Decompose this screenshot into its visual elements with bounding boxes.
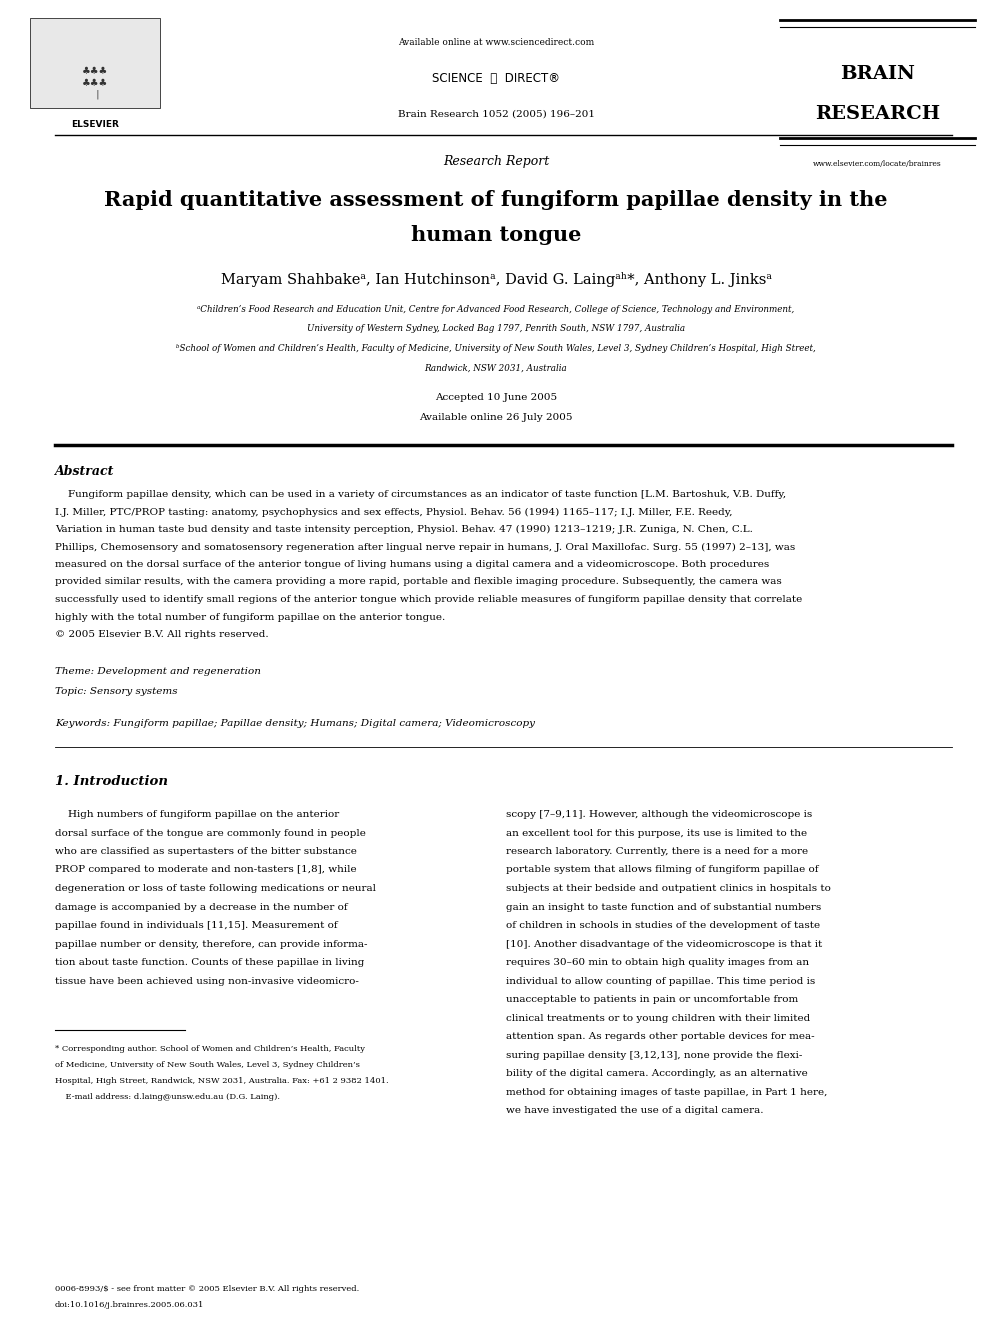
Text: of Medicine, University of New South Wales, Level 3, Sydney Children’s: of Medicine, University of New South Wal…	[55, 1061, 360, 1069]
Text: Randwick, NSW 2031, Australia: Randwick, NSW 2031, Australia	[425, 364, 567, 373]
Text: successfully used to identify small regions of the anterior tongue which provide: successfully used to identify small regi…	[55, 595, 803, 605]
Text: SCIENCE  ⓐ  DIRECT®: SCIENCE ⓐ DIRECT®	[432, 71, 560, 85]
Text: gain an insight to taste function and of substantial numbers: gain an insight to taste function and of…	[506, 902, 821, 912]
Text: an excellent tool for this purpose, its use is limited to the: an excellent tool for this purpose, its …	[506, 828, 807, 837]
Text: papillae number or density, therefore, can provide informa-: papillae number or density, therefore, c…	[55, 939, 367, 949]
Text: Research Report: Research Report	[442, 155, 550, 168]
Text: Brain Research 1052 (2005) 196–201: Brain Research 1052 (2005) 196–201	[398, 110, 594, 119]
Text: of children in schools in studies of the development of taste: of children in schools in studies of the…	[506, 921, 820, 930]
Text: tion about taste function. Counts of these papillae in living: tion about taste function. Counts of the…	[55, 958, 364, 967]
Text: High numbers of fungiform papillae on the anterior: High numbers of fungiform papillae on th…	[55, 810, 339, 819]
Text: measured on the dorsal surface of the anterior tongue of living humans using a d: measured on the dorsal surface of the an…	[55, 560, 769, 569]
Text: ᵇSchool of Women and Children’s Health, Faculty of Medicine, University of New S: ᵇSchool of Women and Children’s Health, …	[177, 344, 815, 353]
Text: Variation in human taste bud density and taste intensity perception, Physiol. Be: Variation in human taste bud density and…	[55, 525, 753, 534]
Text: I.J. Miller, PTC/PROP tasting: anatomy, psychophysics and sex effects, Physiol. : I.J. Miller, PTC/PROP tasting: anatomy, …	[55, 508, 732, 516]
Bar	[30, 19, 160, 108]
Text: RESEARCH: RESEARCH	[815, 105, 940, 123]
Text: degeneration or loss of taste following medications or neural: degeneration or loss of taste following …	[55, 884, 376, 893]
Text: requires 30–60 min to obtain high quality images from an: requires 30–60 min to obtain high qualit…	[506, 958, 809, 967]
Text: papillae found in individuals [11,15]. Measurement of: papillae found in individuals [11,15]. M…	[55, 921, 337, 930]
Text: tissue have been achieved using non-invasive videomicro-: tissue have been achieved using non-inva…	[55, 976, 359, 986]
Text: portable system that allows filming of fungiform papillae of: portable system that allows filming of f…	[506, 865, 818, 875]
Text: [10]. Another disadvantage of the videomicroscope is that it: [10]. Another disadvantage of the videom…	[506, 939, 822, 949]
Text: unacceptable to patients in pain or uncomfortable from: unacceptable to patients in pain or unco…	[506, 995, 799, 1004]
Text: Abstract: Abstract	[55, 464, 114, 478]
Text: Fungiform papillae density, which can be used in a variety of circumstances as a: Fungiform papillae density, which can be…	[55, 490, 786, 499]
Text: subjects at their bedside and outpatient clinics in hospitals to: subjects at their bedside and outpatient…	[506, 884, 831, 893]
Text: dorsal surface of the tongue are commonly found in people: dorsal surface of the tongue are commonl…	[55, 828, 366, 837]
Text: doi:10.1016/j.brainres.2005.06.031: doi:10.1016/j.brainres.2005.06.031	[55, 1301, 204, 1308]
Text: attention span. As regards other portable devices for mea-: attention span. As regards other portabl…	[506, 1032, 814, 1041]
Text: University of Western Sydney, Locked Bag 1797, Penrith South, NSW 1797, Australi: University of Western Sydney, Locked Bag…	[307, 324, 685, 333]
Text: research laboratory. Currently, there is a need for a more: research laboratory. Currently, there is…	[506, 847, 808, 856]
Text: bility of the digital camera. Accordingly, as an alternative: bility of the digital camera. Accordingl…	[506, 1069, 807, 1078]
Text: © 2005 Elsevier B.V. All rights reserved.: © 2005 Elsevier B.V. All rights reserved…	[55, 630, 269, 639]
Text: Available online 26 July 2005: Available online 26 July 2005	[420, 413, 572, 422]
Text: suring papillae density [3,12,13], none provide the flexi-: suring papillae density [3,12,13], none …	[506, 1050, 803, 1060]
Text: scopy [7–9,11]. However, although the videomicroscope is: scopy [7–9,11]. However, although the vi…	[506, 810, 812, 819]
Text: ᵃChildren’s Food Research and Education Unit, Centre for Advanced Food Research,: ᵃChildren’s Food Research and Education …	[197, 306, 795, 314]
Text: damage is accompanied by a decrease in the number of: damage is accompanied by a decrease in t…	[55, 902, 347, 912]
Text: Available online at www.sciencedirect.com: Available online at www.sciencedirect.co…	[398, 38, 594, 48]
Text: E-mail address: d.laing@unsw.edu.au (D.G. Laing).: E-mail address: d.laing@unsw.edu.au (D.G…	[55, 1093, 280, 1101]
Text: Rapid quantitative assessment of fungiform papillae density in the: Rapid quantitative assessment of fungifo…	[104, 191, 888, 210]
Text: Keywords: Fungiform papillae; Papillae density; Humans; Digital camera; Videomic: Keywords: Fungiform papillae; Papillae d…	[55, 718, 535, 728]
Text: Topic: Sensory systems: Topic: Sensory systems	[55, 687, 178, 696]
Text: Theme: Development and regeneration: Theme: Development and regeneration	[55, 668, 261, 676]
Text: method for obtaining images of taste papillae, in Part 1 here,: method for obtaining images of taste pap…	[506, 1088, 827, 1097]
Text: Accepted 10 June 2005: Accepted 10 June 2005	[434, 393, 558, 402]
Text: www.elsevier.com/locate/brainres: www.elsevier.com/locate/brainres	[813, 160, 941, 168]
Text: who are classified as supertasters of the bitter substance: who are classified as supertasters of th…	[55, 847, 357, 856]
Text: we have investigated the use of a digital camera.: we have investigated the use of a digita…	[506, 1106, 764, 1115]
Text: ELSEVIER: ELSEVIER	[71, 120, 119, 130]
Text: Hospital, High Street, Randwick, NSW 2031, Australia. Fax: +61 2 9382 1401.: Hospital, High Street, Randwick, NSW 203…	[55, 1077, 389, 1085]
Text: Phillips, Chemosensory and somatosensory regeneration after lingual nerve repair: Phillips, Chemosensory and somatosensory…	[55, 542, 796, 552]
Text: highly with the total number of fungiform papillae on the anterior tongue.: highly with the total number of fungifor…	[55, 613, 445, 622]
Text: BRAIN: BRAIN	[840, 65, 915, 83]
Text: 1. Introduction: 1. Introduction	[55, 775, 168, 789]
Text: individual to allow counting of papillae. This time period is: individual to allow counting of papillae…	[506, 976, 815, 986]
Text: ♣♣♣
♣♣♣
  |: ♣♣♣ ♣♣♣ |	[82, 67, 108, 99]
Text: human tongue: human tongue	[411, 225, 581, 245]
Text: * Corresponding author. School of Women and Children’s Health, Faculty: * Corresponding author. School of Women …	[55, 1045, 365, 1053]
Text: Maryam Shahbakeᵃ, Ian Hutchinsonᵃ, David G. Laingᵃʰ*, Anthony L. Jinksᵃ: Maryam Shahbakeᵃ, Ian Hutchinsonᵃ, David…	[220, 273, 772, 287]
Text: provided similar results, with the camera providing a more rapid, portable and f: provided similar results, with the camer…	[55, 578, 782, 586]
Text: 0006-8993/$ - see front matter © 2005 Elsevier B.V. All rights reserved.: 0006-8993/$ - see front matter © 2005 El…	[55, 1285, 359, 1293]
Text: PROP compared to moderate and non-tasters [1,8], while: PROP compared to moderate and non-taster…	[55, 865, 357, 875]
Text: clinical treatments or to young children with their limited: clinical treatments or to young children…	[506, 1013, 810, 1023]
